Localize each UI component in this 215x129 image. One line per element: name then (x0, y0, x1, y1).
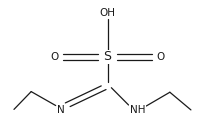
Text: OH: OH (100, 8, 115, 18)
Text: O: O (51, 52, 59, 62)
Text: S: S (103, 50, 112, 63)
Text: N: N (57, 105, 65, 115)
Text: O: O (156, 52, 164, 62)
Text: NH: NH (130, 105, 145, 115)
